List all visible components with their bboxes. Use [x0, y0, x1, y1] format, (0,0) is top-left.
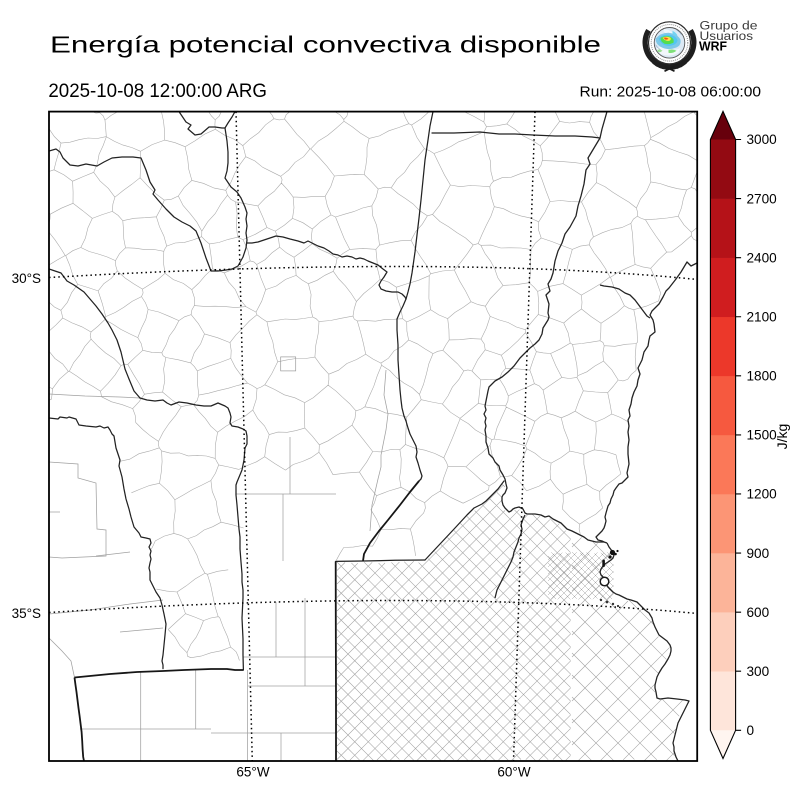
svg-text:900: 900: [747, 546, 770, 561]
svg-text:WRF: WRF: [699, 38, 727, 53]
svg-text:1500: 1500: [747, 428, 778, 443]
svg-text:30°S: 30°S: [12, 271, 41, 286]
svg-text:Usuarios: Usuarios: [700, 29, 754, 43]
svg-text:2025-10-08 12:00:00 ARG: 2025-10-08 12:00:00 ARG: [48, 81, 267, 102]
svg-text:Run: 2025-10-08 06:00:00: Run: 2025-10-08 06:00:00: [580, 85, 762, 101]
svg-text:Energía potencial convectiva d: Energía potencial convectiva disponible: [50, 32, 601, 58]
svg-text:3000: 3000: [747, 132, 778, 147]
svg-text:2700: 2700: [747, 191, 778, 206]
svg-text:65°W: 65°W: [236, 764, 269, 779]
svg-text:Grupo de: Grupo de: [700, 19, 758, 33]
svg-text:1800: 1800: [747, 369, 778, 384]
svg-text:300: 300: [747, 664, 770, 679]
svg-text:1200: 1200: [747, 487, 778, 502]
svg-text:2400: 2400: [747, 250, 778, 265]
svg-text:60°W: 60°W: [497, 764, 530, 779]
svg-text:600: 600: [747, 605, 770, 620]
svg-text:J/kg: J/kg: [774, 424, 790, 450]
svg-text:2100: 2100: [747, 309, 778, 324]
svg-text:35°S: 35°S: [12, 606, 41, 621]
svg-text:0: 0: [747, 723, 755, 738]
